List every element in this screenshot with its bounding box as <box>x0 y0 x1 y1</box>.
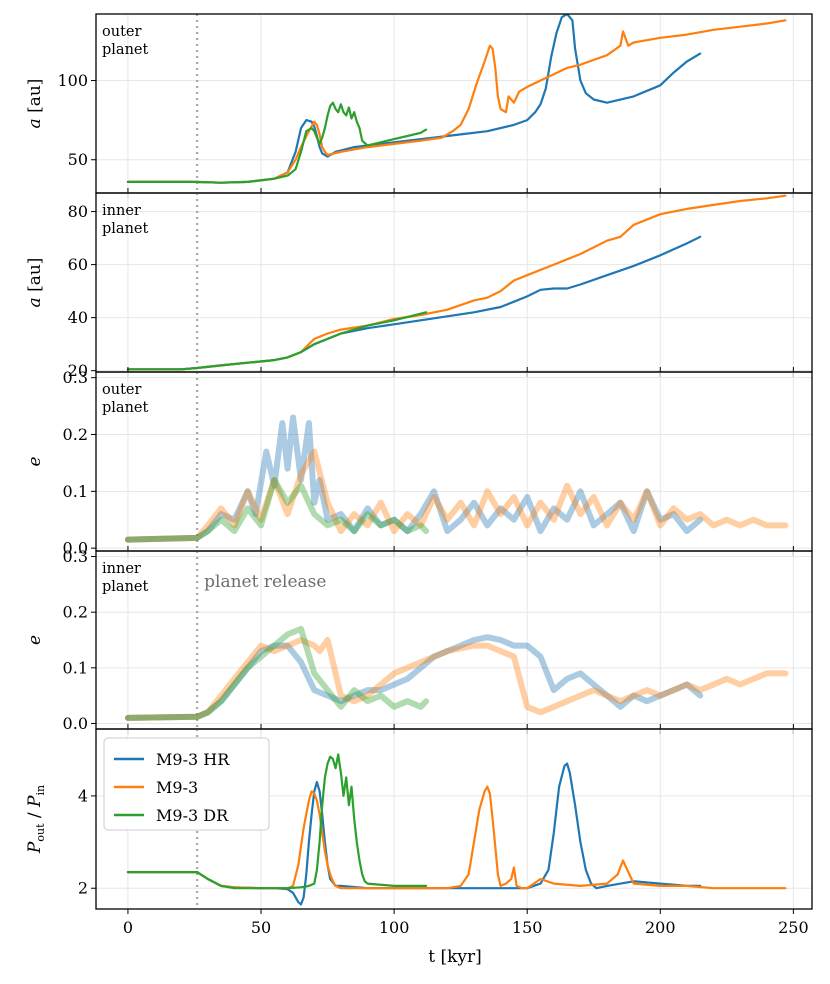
panel-annotation: outer <box>102 382 141 398</box>
panel-annotation: planet <box>102 42 148 58</box>
y-label-sub: in <box>34 785 47 796</box>
panel-inner-e: 0.0 0.1 0.2 0.3 e inner planet planet release <box>25 547 813 734</box>
series-m9-3-line <box>126 194 787 371</box>
panel-frame <box>95 13 813 194</box>
series-m9-3-dr-line <box>126 311 428 371</box>
series-m9-3-line <box>124 637 789 721</box>
x-tick-label: 250 <box>778 918 809 937</box>
series-m9-3-hr-line <box>126 14 702 184</box>
panel-annotation: planet <box>102 400 148 416</box>
y-label-symbol: a <box>25 118 45 128</box>
y-tick-label: 0.2 <box>63 603 88 622</box>
legend-label: M9-3 HR <box>156 750 230 769</box>
panel-frame <box>95 728 813 910</box>
y-label-sub: out <box>34 823 47 842</box>
x-tick-label: 50 <box>251 918 271 937</box>
y-axis-label: e <box>25 456 45 466</box>
panel-annotation: planet <box>102 221 148 237</box>
y-axis-label: a [au] <box>25 258 45 308</box>
x-tick-label: 100 <box>379 918 410 937</box>
y-tick-label: 50 <box>68 150 88 169</box>
y-tick-label: 0.0 <box>63 539 88 558</box>
y-tick-label: 20 <box>68 361 88 380</box>
release-label: planet release <box>204 572 326 592</box>
series-m9-3-hr-line <box>126 235 702 371</box>
panel-outer-a: 50 100 a [au] outer planet <box>25 13 813 198</box>
y-axis-label: Pout / Pin <box>25 785 47 854</box>
panel-outer-e: 0.0 0.1 0.2 0.3 e outer planet <box>25 368 813 558</box>
series-m9-3-dr-line <box>124 477 430 543</box>
y-tick-label: 80 <box>68 202 88 221</box>
y-tick-label: 4 <box>78 786 88 805</box>
y-label-symbol: e <box>25 635 45 645</box>
panel-annotation: outer <box>102 24 141 40</box>
series-m9-3-dr-line <box>124 625 430 721</box>
legend: M9-3 HR M9-3 M9-3 DR <box>103 737 270 831</box>
series-m9-3-line <box>126 19 787 184</box>
y-label-symbol: e <box>25 456 45 466</box>
y-label-symbol: a <box>25 297 45 307</box>
series-m9-3-hr-line <box>124 414 704 543</box>
y-axis-label: a [au] <box>25 79 45 129</box>
y-tick-label: 0.1 <box>63 658 88 677</box>
series-m9-3-dr-line <box>126 753 428 890</box>
series-group <box>124 414 789 543</box>
y-tick-label: 0.1 <box>63 482 88 501</box>
series-group <box>126 753 787 906</box>
y-tick-label: 40 <box>68 308 88 327</box>
x-tick-label: 0 <box>123 918 133 937</box>
series-m9-3-hr-line <box>124 634 704 721</box>
panel-inner-a: 20 40 60 80 a [au] inner planet <box>25 192 813 380</box>
legend-box <box>103 737 270 831</box>
series-group <box>124 625 789 721</box>
x-tick-label: 150 <box>512 918 543 937</box>
series-m9-3-dr-line <box>126 101 428 184</box>
legend-label: M9-3 <box>156 778 198 797</box>
y-tick-label: 0.3 <box>63 547 88 566</box>
y-tick-label: 0.2 <box>63 425 88 444</box>
y-tick-label: 0.3 <box>63 368 88 387</box>
y-label-p: P <box>25 841 45 854</box>
y-tick-label: 60 <box>68 255 88 274</box>
y-tick-label: 0.0 <box>63 714 88 733</box>
y-label-slash: / <box>25 807 45 824</box>
legend-label: M9-3 DR <box>156 806 229 825</box>
panel-frame <box>95 192 813 373</box>
y-label-unit: [au] <box>25 258 45 298</box>
panel-annotation: inner <box>102 561 141 577</box>
y-axis-label: e <box>25 635 45 645</box>
y-label-p: P <box>25 795 45 808</box>
y-label-unit: [au] <box>25 79 45 119</box>
y-tick-label: 100 <box>57 71 88 90</box>
series-m9-3-line <box>124 448 789 543</box>
panel-annotation: inner <box>102 203 141 219</box>
series-group <box>126 194 787 371</box>
y-tick-label: 2 <box>78 879 88 898</box>
panel-annotation: planet <box>102 579 148 595</box>
x-tick-label: 200 <box>645 918 676 937</box>
x-axis-label: t [kyr] <box>428 947 482 967</box>
series-m9-3-line <box>126 785 787 890</box>
series-group <box>126 14 787 184</box>
